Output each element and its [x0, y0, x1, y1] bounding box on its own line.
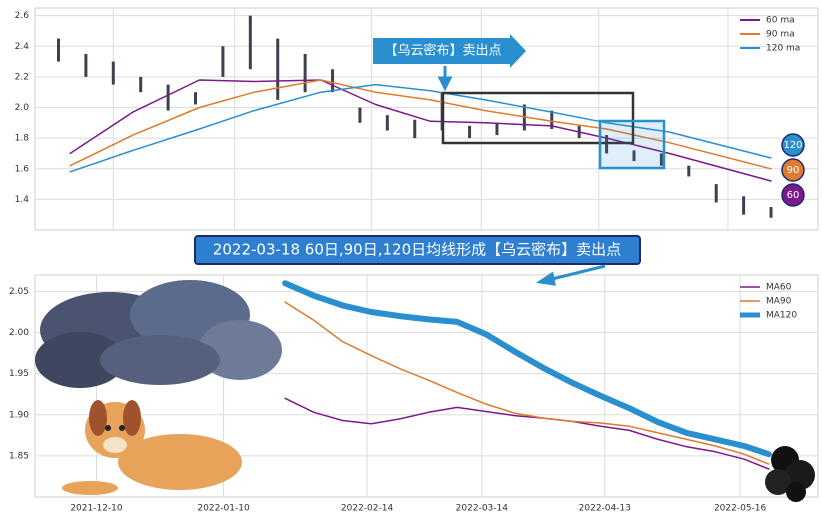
- end-label: 60: [787, 190, 800, 201]
- y-tick-label: 1.8: [15, 134, 30, 144]
- x-tick-label: 2021-12-10: [70, 504, 123, 514]
- pointer-arrow: [437, 66, 453, 92]
- ma-line: [69, 79, 772, 170]
- y-tick-label: 1.95: [9, 369, 29, 379]
- y-tick-label: 2.00: [9, 328, 29, 338]
- ma-line: [69, 83, 772, 173]
- y-tick-label: 1.90: [9, 410, 29, 420]
- legend-label: 60 ma: [766, 16, 795, 26]
- x-tick-label: 2022-01-10: [197, 504, 250, 514]
- ma-line: [284, 397, 770, 470]
- dog-illustration: [62, 400, 242, 495]
- legend-label: MA90: [766, 297, 792, 307]
- y-tick-label: 1.4: [15, 195, 30, 205]
- x-tick-label: 2022-05-16: [714, 504, 767, 514]
- end-label: 90: [787, 165, 800, 176]
- y-tick-label: 1.6: [15, 164, 30, 174]
- end-badge: [781, 183, 805, 207]
- banner: [194, 235, 641, 265]
- legend-label: 120 ma: [766, 44, 800, 54]
- dark-cloud-icon: [765, 446, 815, 502]
- end-label: 120: [783, 140, 802, 151]
- legend-label: 90 ma: [766, 30, 795, 40]
- end-badge: [781, 158, 805, 182]
- x-tick-label: 2022-04-13: [579, 504, 631, 514]
- y-tick-label: 2.0: [15, 103, 30, 113]
- highlight-box: [441, 91, 635, 145]
- ma-line: [282, 280, 772, 458]
- end-badge: [781, 133, 805, 157]
- ma-line: [69, 79, 772, 182]
- banner-text: 2022-03-18 60日,90日,120日均线形成【乌云密布】卖出点: [213, 241, 621, 259]
- cloud-illustration: [35, 280, 282, 388]
- x-tick-label: 2022-03-14: [456, 504, 509, 514]
- y-tick-label: 2.05: [9, 287, 29, 297]
- annotation: 【乌云密布】卖出点: [384, 43, 501, 59]
- ma-line: [284, 301, 770, 465]
- legend-label: MA120: [766, 311, 797, 321]
- annotation-arrow: [373, 34, 526, 68]
- y-tick-label: 2.4: [15, 42, 30, 52]
- x-tick-label: 2022-02-14: [341, 504, 394, 514]
- y-tick-label: 1.85: [9, 451, 29, 461]
- y-tick-label: 2.6: [15, 11, 30, 21]
- y-tick-label: 2.2: [15, 72, 29, 82]
- pointer-arrow: [535, 264, 606, 286]
- legend-label: MA60: [766, 283, 792, 293]
- highlight-box: [598, 119, 666, 170]
